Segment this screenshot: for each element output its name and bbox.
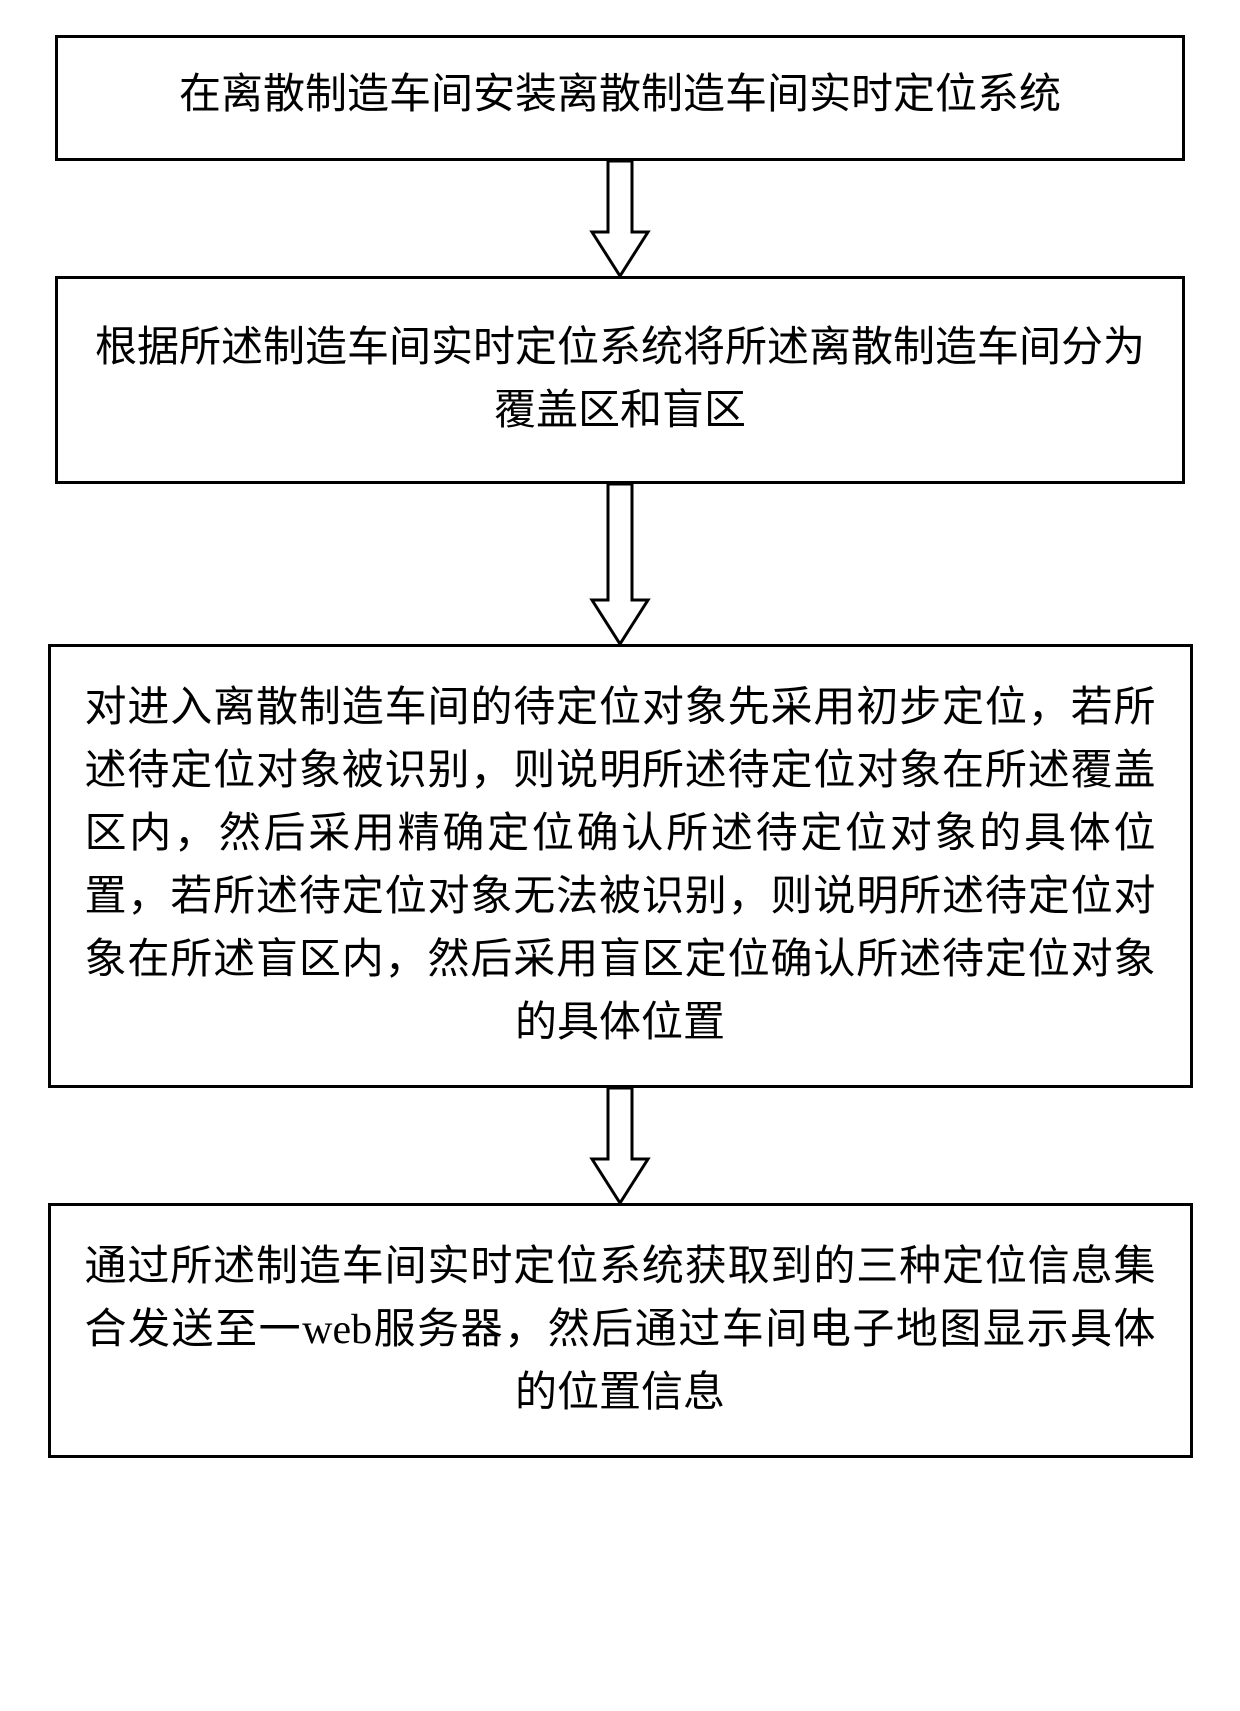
flow-node-4-text: 通过所述制造车间实时定位系统获取到的三种定位信息集合发送至一web服务器，然后通… <box>85 1236 1156 1425</box>
flow-node-1-text: 在离散制造车间安装离散制造车间实时定位系统 <box>179 72 1061 118</box>
flow-arrow-3 <box>588 1088 652 1203</box>
flow-arrow-2 <box>588 484 652 644</box>
flowchart: 在离散制造车间安装离散制造车间实时定位系统 根据所述制造车间实时定位系统将所述离… <box>45 35 1195 1458</box>
flow-node-2-text: 根据所述制造车间实时定位系统将所述离散制造车间分为覆盖区和盲区 <box>95 325 1145 434</box>
flow-arrow-1 <box>588 161 652 276</box>
flow-node-4: 通过所述制造车间实时定位系统获取到的三种定位信息集合发送至一web服务器，然后通… <box>48 1203 1193 1458</box>
flow-node-3: 对进入离散制造车间的待定位对象先采用初步定位，若所述待定位对象被识别，则说明所述… <box>48 644 1193 1088</box>
flow-node-1: 在离散制造车间安装离散制造车间实时定位系统 <box>55 35 1185 161</box>
flow-node-2: 根据所述制造车间实时定位系统将所述离散制造车间分为覆盖区和盲区 <box>55 276 1185 484</box>
flow-node-3-text: 对进入离散制造车间的待定位对象先采用初步定位，若所述待定位对象被识别，则说明所述… <box>85 677 1156 1055</box>
